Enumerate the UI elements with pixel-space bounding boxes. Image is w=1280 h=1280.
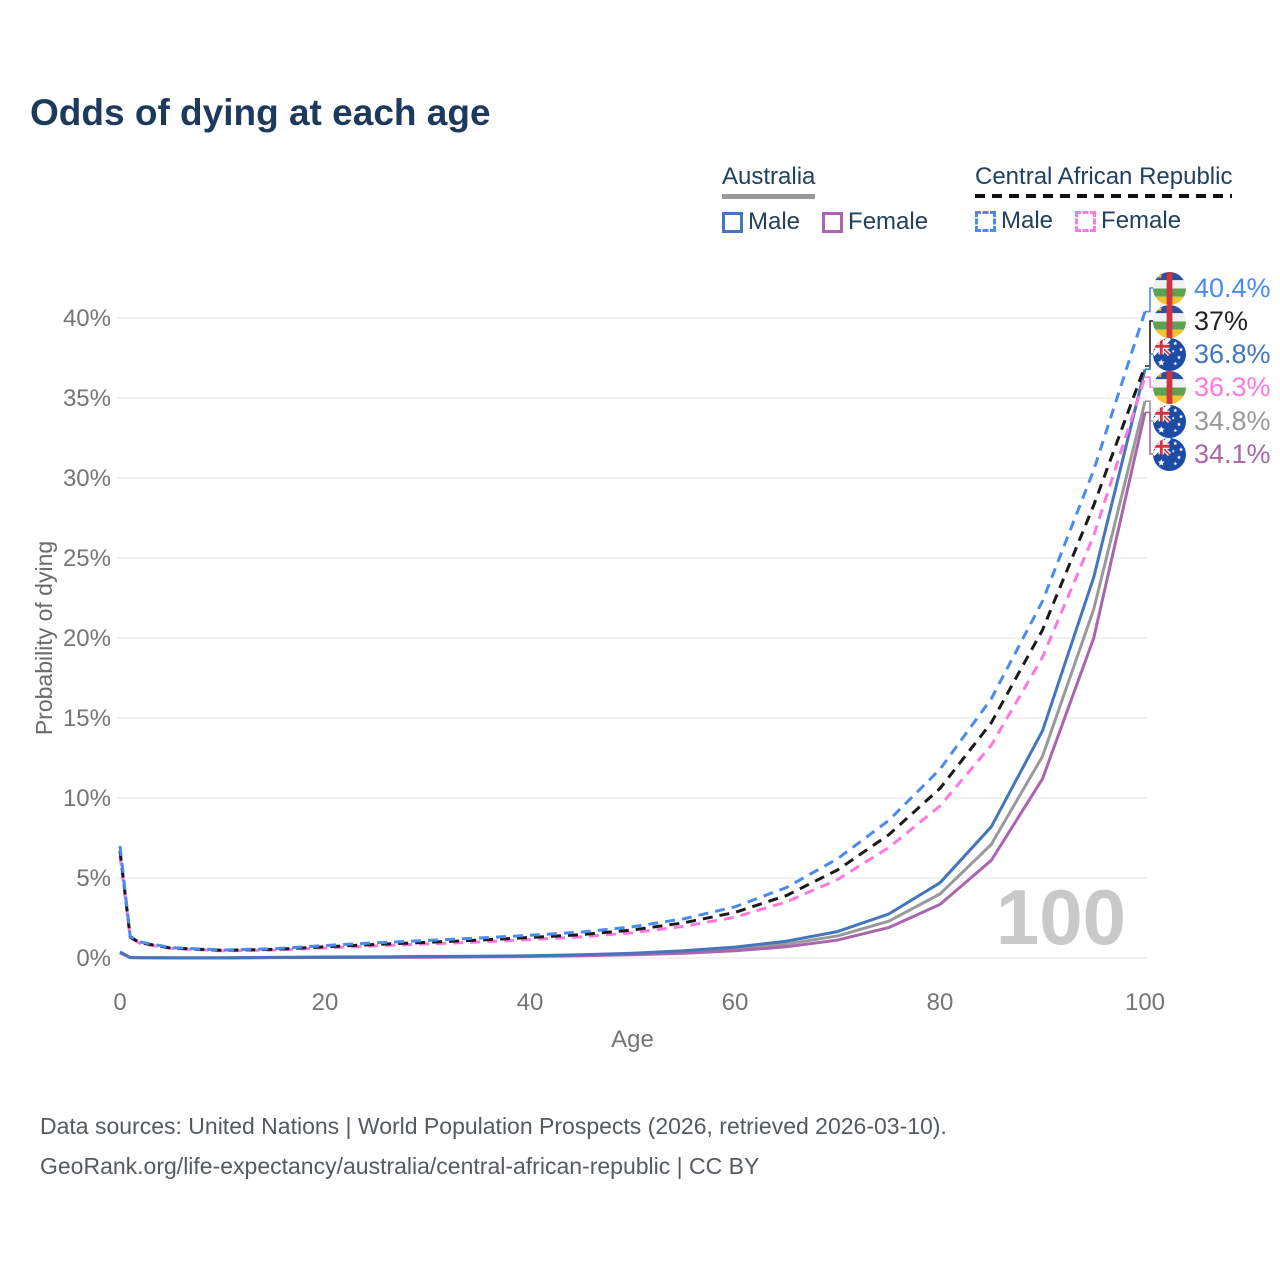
series-line-aus_female[interactable]: [119, 412, 1147, 960]
australia-male-swatch: [722, 211, 743, 233]
leader-line: [1145, 353, 1154, 370]
star-glyph: [1156, 272, 1163, 278]
aus-flag-icon: [1153, 437, 1186, 471]
y-tick-label: 40%: [63, 305, 111, 332]
star-glyph: [1173, 440, 1178, 445]
y-tick-label: 15%: [63, 705, 111, 732]
leader-line: [1145, 411, 1154, 455]
leader-line: [1145, 400, 1154, 422]
star-glyph: [1171, 416, 1175, 420]
star-glyph: [1176, 421, 1182, 426]
leader-line: [1145, 320, 1154, 367]
x-tick-label: 80: [927, 989, 954, 1016]
star-glyph: [1176, 354, 1182, 359]
end-label-aus_all: 34.8%: [1153, 404, 1271, 438]
car-flag-icon: [1153, 370, 1186, 404]
end-label-car_male: 40.4%: [1153, 271, 1271, 305]
legend-item-label: Male: [748, 208, 801, 235]
australia-female-swatch: [822, 211, 844, 233]
legend-item-australia-female[interactable]: Female: [822, 208, 928, 236]
legend-item-car-male[interactable]: Male: [975, 207, 1053, 235]
star-glyph: [1157, 458, 1165, 466]
star-glyph: [1173, 428, 1178, 432]
leader-line: [1145, 287, 1154, 313]
x-tick-label: 0: [113, 989, 126, 1016]
series-line-car_female[interactable]: [118, 376, 1147, 953]
x-axis-title: Age: [611, 1026, 654, 1053]
y-tick-label: 20%: [63, 625, 111, 652]
star-glyph: [1176, 454, 1182, 459]
star-glyph: [1173, 461, 1178, 465]
car-female-swatch: [1075, 210, 1097, 232]
car-male-swatch: [975, 210, 996, 232]
y-tick-label: 30%: [63, 465, 111, 492]
series-line-aus_male[interactable]: [119, 368, 1147, 960]
footer-data-sources: Data sources: United Nations | World Pop…: [40, 1113, 947, 1139]
car-flag-icon: [1153, 304, 1186, 338]
end-label-value: 37%: [1194, 305, 1249, 336]
page-title: Odds of dying at each age: [30, 92, 491, 133]
leader-line: [1145, 376, 1154, 388]
y-tick-label: 0%: [76, 945, 111, 972]
star-glyph: [1156, 305, 1163, 311]
star-glyph: [1173, 407, 1178, 412]
age-watermark: 100: [996, 873, 1126, 961]
end-label-car_female: 36.3%: [1153, 370, 1271, 404]
y-tick-label: 5%: [76, 865, 111, 892]
legend-group-title-central-african-republic: Central African Republic: [975, 163, 1233, 190]
y-tick-label: 25%: [63, 545, 111, 572]
series-line-car_male[interactable]: [118, 311, 1147, 952]
footer: Data sources: United Nations | World Pop…: [40, 1106, 947, 1186]
car-flag-icon: [1153, 271, 1186, 305]
australia-line-sample: [722, 194, 815, 199]
end-label-value: 40.4%: [1194, 272, 1271, 303]
end-label-aus_female: 34.1%: [1153, 437, 1271, 471]
central-african-republic-line-sample: [975, 194, 1232, 198]
series-line-car_all[interactable]: [118, 365, 1147, 952]
footer-attribution: GeoRank.org/life-expectancy/australia/ce…: [40, 1153, 760, 1179]
star-glyph: [1179, 446, 1184, 451]
legend-group-title-australia: Australia: [722, 163, 816, 190]
y-axis-title: Probability of dying: [31, 541, 57, 735]
end-label-value: 34.8%: [1194, 405, 1271, 436]
end-label-aus_male: 36.8%: [1153, 337, 1271, 371]
series-line-aus_all[interactable]: [119, 400, 1147, 960]
x-tick-label: 100: [1125, 989, 1165, 1016]
legend-item-label: Female: [848, 208, 929, 235]
star-glyph: [1179, 413, 1184, 418]
legend-group-central-african-republic: Central African Republic Male Female: [975, 163, 1232, 235]
legend-item-label: Male: [1001, 207, 1054, 234]
x-tick-label: 20: [312, 989, 339, 1016]
star-glyph: [1179, 346, 1184, 351]
star-glyph: [1157, 358, 1165, 366]
legend-item-car-female[interactable]: Female: [1075, 207, 1181, 235]
legend-group-australia: Australia Male Female: [722, 163, 928, 236]
star-glyph: [1156, 371, 1163, 377]
end-label-value: 36.3%: [1194, 371, 1271, 402]
end-label-car_all: 37%: [1153, 304, 1248, 338]
end-label-value: 36.8%: [1194, 338, 1271, 369]
aus-flag-icon: [1153, 404, 1186, 438]
star-glyph: [1173, 340, 1178, 345]
legend-item-australia-male[interactable]: Male: [722, 208, 800, 236]
y-tick-label: 10%: [63, 785, 111, 812]
legend-item-label: Female: [1101, 207, 1182, 234]
end-label-value: 34.1%: [1194, 438, 1271, 469]
star-glyph: [1171, 449, 1175, 453]
star-glyph: [1173, 361, 1178, 365]
star-glyph: [1157, 425, 1165, 433]
y-tick-label: 35%: [63, 385, 111, 412]
x-tick-label: 60: [722, 989, 749, 1016]
aus-flag-icon: [1153, 337, 1186, 371]
x-tick-label: 40: [517, 989, 544, 1016]
star-glyph: [1171, 349, 1175, 353]
